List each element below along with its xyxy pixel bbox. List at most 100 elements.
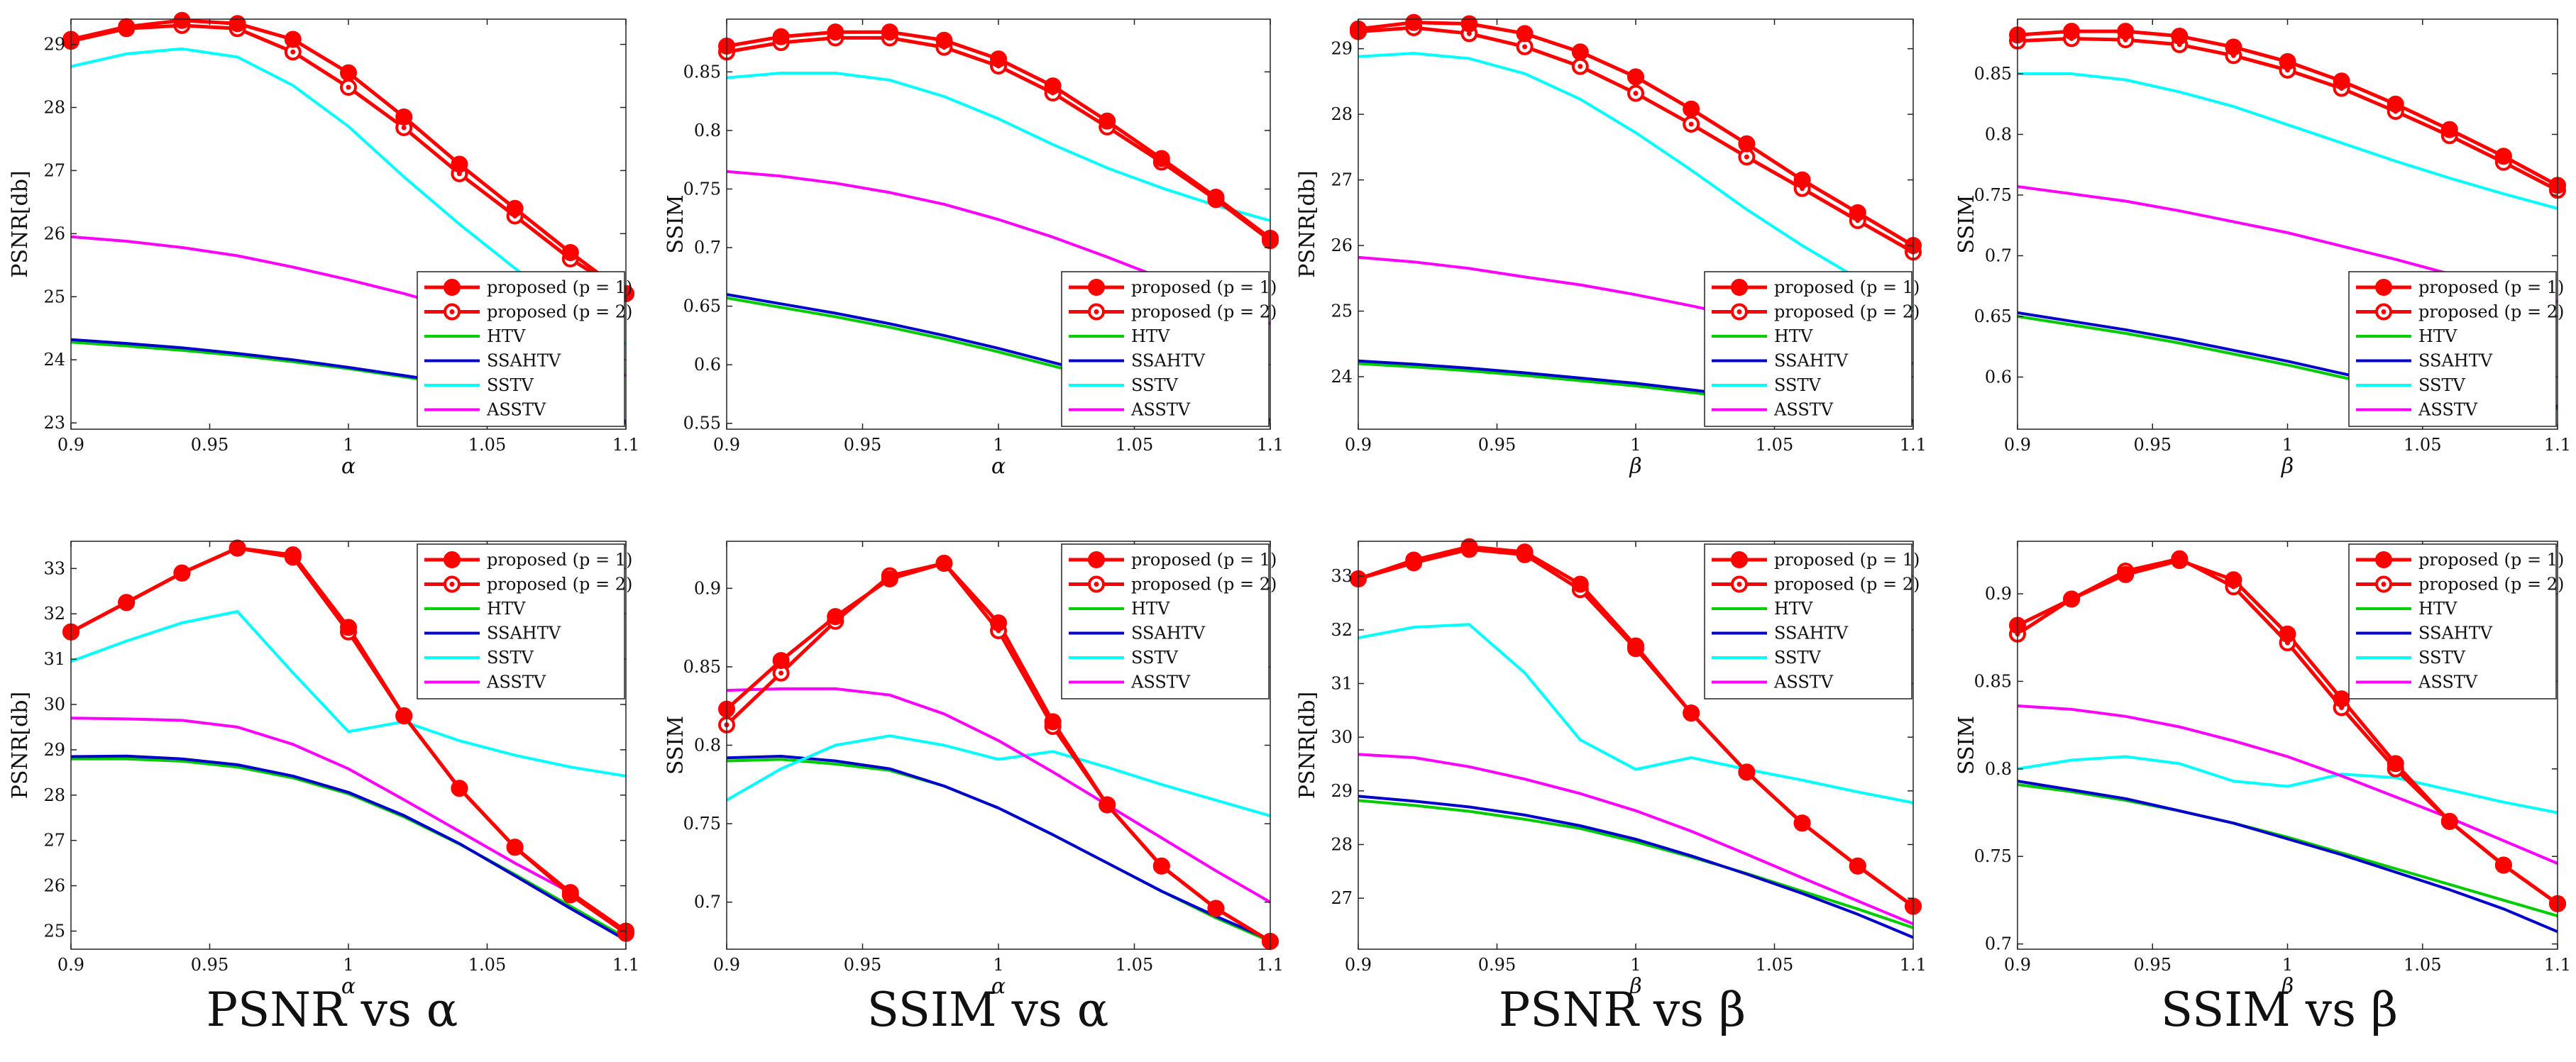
x-axis-label: β — [2281, 974, 2294, 999]
chart-6: 0.9 0.95 1 1.05 1.1 0.7 0.75 0.8 0.85 0.9 α SSIM pro… — [664, 541, 1284, 999]
x-tick-label: 1.1 — [612, 955, 639, 975]
y-tick-label: 0.7 — [1985, 934, 2012, 954]
x-tick-label: 0.9 — [57, 955, 84, 975]
point-proposed-p-1 — [2333, 690, 2350, 708]
y-tick-label: 29 — [1331, 39, 1353, 59]
y-axis-label: PSNR[db] — [1295, 692, 1320, 799]
point-proposed-p-1 — [2440, 121, 2458, 138]
y-tick-label: 0.65 — [1974, 306, 2012, 326]
legend-marker-proposed-p-2-dot — [449, 582, 455, 587]
legend-label-ssahtv: SSAHTV — [487, 624, 561, 643]
point-proposed-p-1 — [2063, 590, 2081, 608]
series-line-htv — [1358, 799, 1913, 929]
y-tick-label: 24 — [43, 350, 65, 370]
y-tick-label: 26 — [43, 223, 65, 243]
series-line-asstv — [1358, 753, 1913, 926]
legend-label-asstv: ASSTV — [486, 673, 546, 692]
legend-label-ssahtv: SSAHTV — [2418, 351, 2493, 371]
x-tick-label: 1.05 — [468, 435, 506, 455]
point-proposed-p-1 — [340, 64, 357, 82]
legend: proposed (p = 1) proposed (p = 2) HTV SSAHT… — [1704, 543, 1920, 699]
x-axis-label: α — [341, 454, 356, 479]
legend: proposed (p = 1) proposed (p = 2) HTV SSAHT… — [417, 271, 632, 427]
y-tick-label: 27 — [43, 831, 65, 851]
legend: proposed (p = 1) proposed (p = 2) HTV SSAHT… — [417, 543, 632, 699]
legend-label-sstv: SSTV — [487, 648, 534, 668]
y-tick-label: 0.8 — [1985, 759, 2012, 779]
point-proposed-p-1 — [229, 539, 246, 557]
y-tick-label: 0.65 — [683, 297, 721, 316]
x-tick-label: 1 — [2282, 435, 2293, 455]
legend-label-htv: HTV — [1131, 326, 1170, 346]
y-tick-label: 0.7 — [694, 892, 721, 912]
legend: proposed (p = 1) proposed (p = 2) HTV SSAHT… — [2348, 271, 2564, 427]
legend-marker-proposed-p-1 — [1088, 279, 1105, 296]
x-tick-label: 0.95 — [1478, 955, 1516, 975]
point-proposed-p-1 — [1099, 796, 1116, 814]
y-tick-label: 0.7 — [1985, 245, 2012, 265]
caption-psnr-alpha: PSNR vs α — [206, 983, 458, 1037]
point-proposed-p-1 — [1405, 551, 1423, 569]
legend-box — [417, 271, 625, 427]
point-proposed-p-1 — [284, 31, 302, 48]
x-axis-label: α — [991, 454, 1006, 479]
legend-label-proposed-p-1: proposed (p = 1) — [2418, 550, 2564, 570]
series-line-asstv — [727, 687, 1270, 904]
point-proposed-p-1 — [1044, 77, 1062, 95]
series-line-htv — [2018, 783, 2558, 918]
point-proposed-p-1 — [1460, 538, 1478, 555]
legend-label-htv: HTV — [2418, 326, 2457, 346]
chart-4: 0.9 0.95 1 1.05 1.1 0.6 0.65 0.7 0.75 0.8 0.85 β SSI… — [1954, 18, 2571, 479]
point-proposed-p-1 — [1571, 43, 1589, 61]
y-tick-label: 31 — [43, 649, 65, 669]
legend-label-htv: HTV — [487, 326, 526, 346]
point-proposed-p-1 — [118, 594, 136, 612]
y-tick-label: 29 — [1331, 781, 1353, 801]
y-tick-label: 0.85 — [1974, 64, 2012, 84]
legend-label-sstv: SSTV — [2418, 375, 2465, 395]
x-tick-label: 1.1 — [1257, 955, 1284, 975]
x-tick-label: 1 — [993, 435, 1003, 455]
point-proposed-p-1 — [506, 199, 524, 217]
point-proposed-p-1 — [881, 570, 898, 588]
series-line-ssahtv — [2018, 780, 2558, 934]
point-proposed-p-2-dot — [1466, 31, 1472, 36]
legend: proposed (p = 1) proposed (p = 2) HTV SSAHT… — [1061, 271, 1277, 427]
chart-1: 0.9 0.95 1 1.05 1.1 23 24 25 26 27 28 29 α PSNR[db] pr… — [8, 11, 639, 479]
point-proposed-p-1 — [2494, 148, 2512, 165]
point-proposed-p-1 — [451, 155, 468, 173]
x-tick-label: 1.05 — [1116, 435, 1153, 455]
chart-7: 0.9 0.95 1 1.05 1.1 27 28 29 30 31 32 33 β PSNR[db] pr… — [1295, 538, 1927, 999]
legend-label-proposed-p-1: proposed (p = 1) — [2418, 277, 2564, 297]
series-line-sstv — [1358, 52, 1913, 309]
legend: proposed (p = 1) proposed (p = 2) HTV SSAHT… — [1061, 543, 1277, 699]
point-proposed-p-1 — [2063, 23, 2081, 40]
legend-box — [1061, 271, 1270, 427]
y-axis-label: PSNR[db] — [1295, 170, 1320, 277]
legend-label-sstv: SSTV — [1131, 648, 1178, 668]
point-proposed-p-1 — [2387, 755, 2404, 773]
x-tick-label: 1.05 — [1116, 955, 1153, 975]
legend-marker-proposed-p-2-dot — [449, 309, 455, 314]
point-proposed-p-1 — [1152, 857, 1170, 875]
x-tick-label: 1 — [343, 955, 353, 975]
point-proposed-p-1 — [1793, 171, 1811, 189]
legend-label-sstv: SSTV — [1131, 375, 1178, 395]
legend-marker-proposed-p-1 — [444, 279, 461, 296]
point-proposed-p-2-dot — [1688, 121, 1694, 127]
legend-box — [417, 543, 625, 699]
y-tick-label: 0.8 — [694, 121, 721, 140]
legend-label-proposed-p-2: proposed (p = 2) — [1131, 575, 1277, 594]
y-tick-label: 0.75 — [683, 179, 721, 199]
series-line-sstv — [71, 610, 626, 778]
point-proposed-p-1 — [2171, 552, 2189, 570]
y-tick-label: 30 — [43, 695, 65, 714]
x-tick-label: 1.05 — [1756, 435, 1793, 455]
legend-marker-proposed-p-2-dot — [2381, 582, 2387, 587]
y-axis-label: SSIM — [664, 194, 688, 253]
x-tick-label: 1.1 — [1257, 435, 1284, 455]
legend-label-sstv: SSTV — [2418, 648, 2465, 668]
point-proposed-p-1 — [1405, 13, 1423, 31]
legend-label-proposed-p-1: proposed (p = 1) — [487, 277, 632, 297]
